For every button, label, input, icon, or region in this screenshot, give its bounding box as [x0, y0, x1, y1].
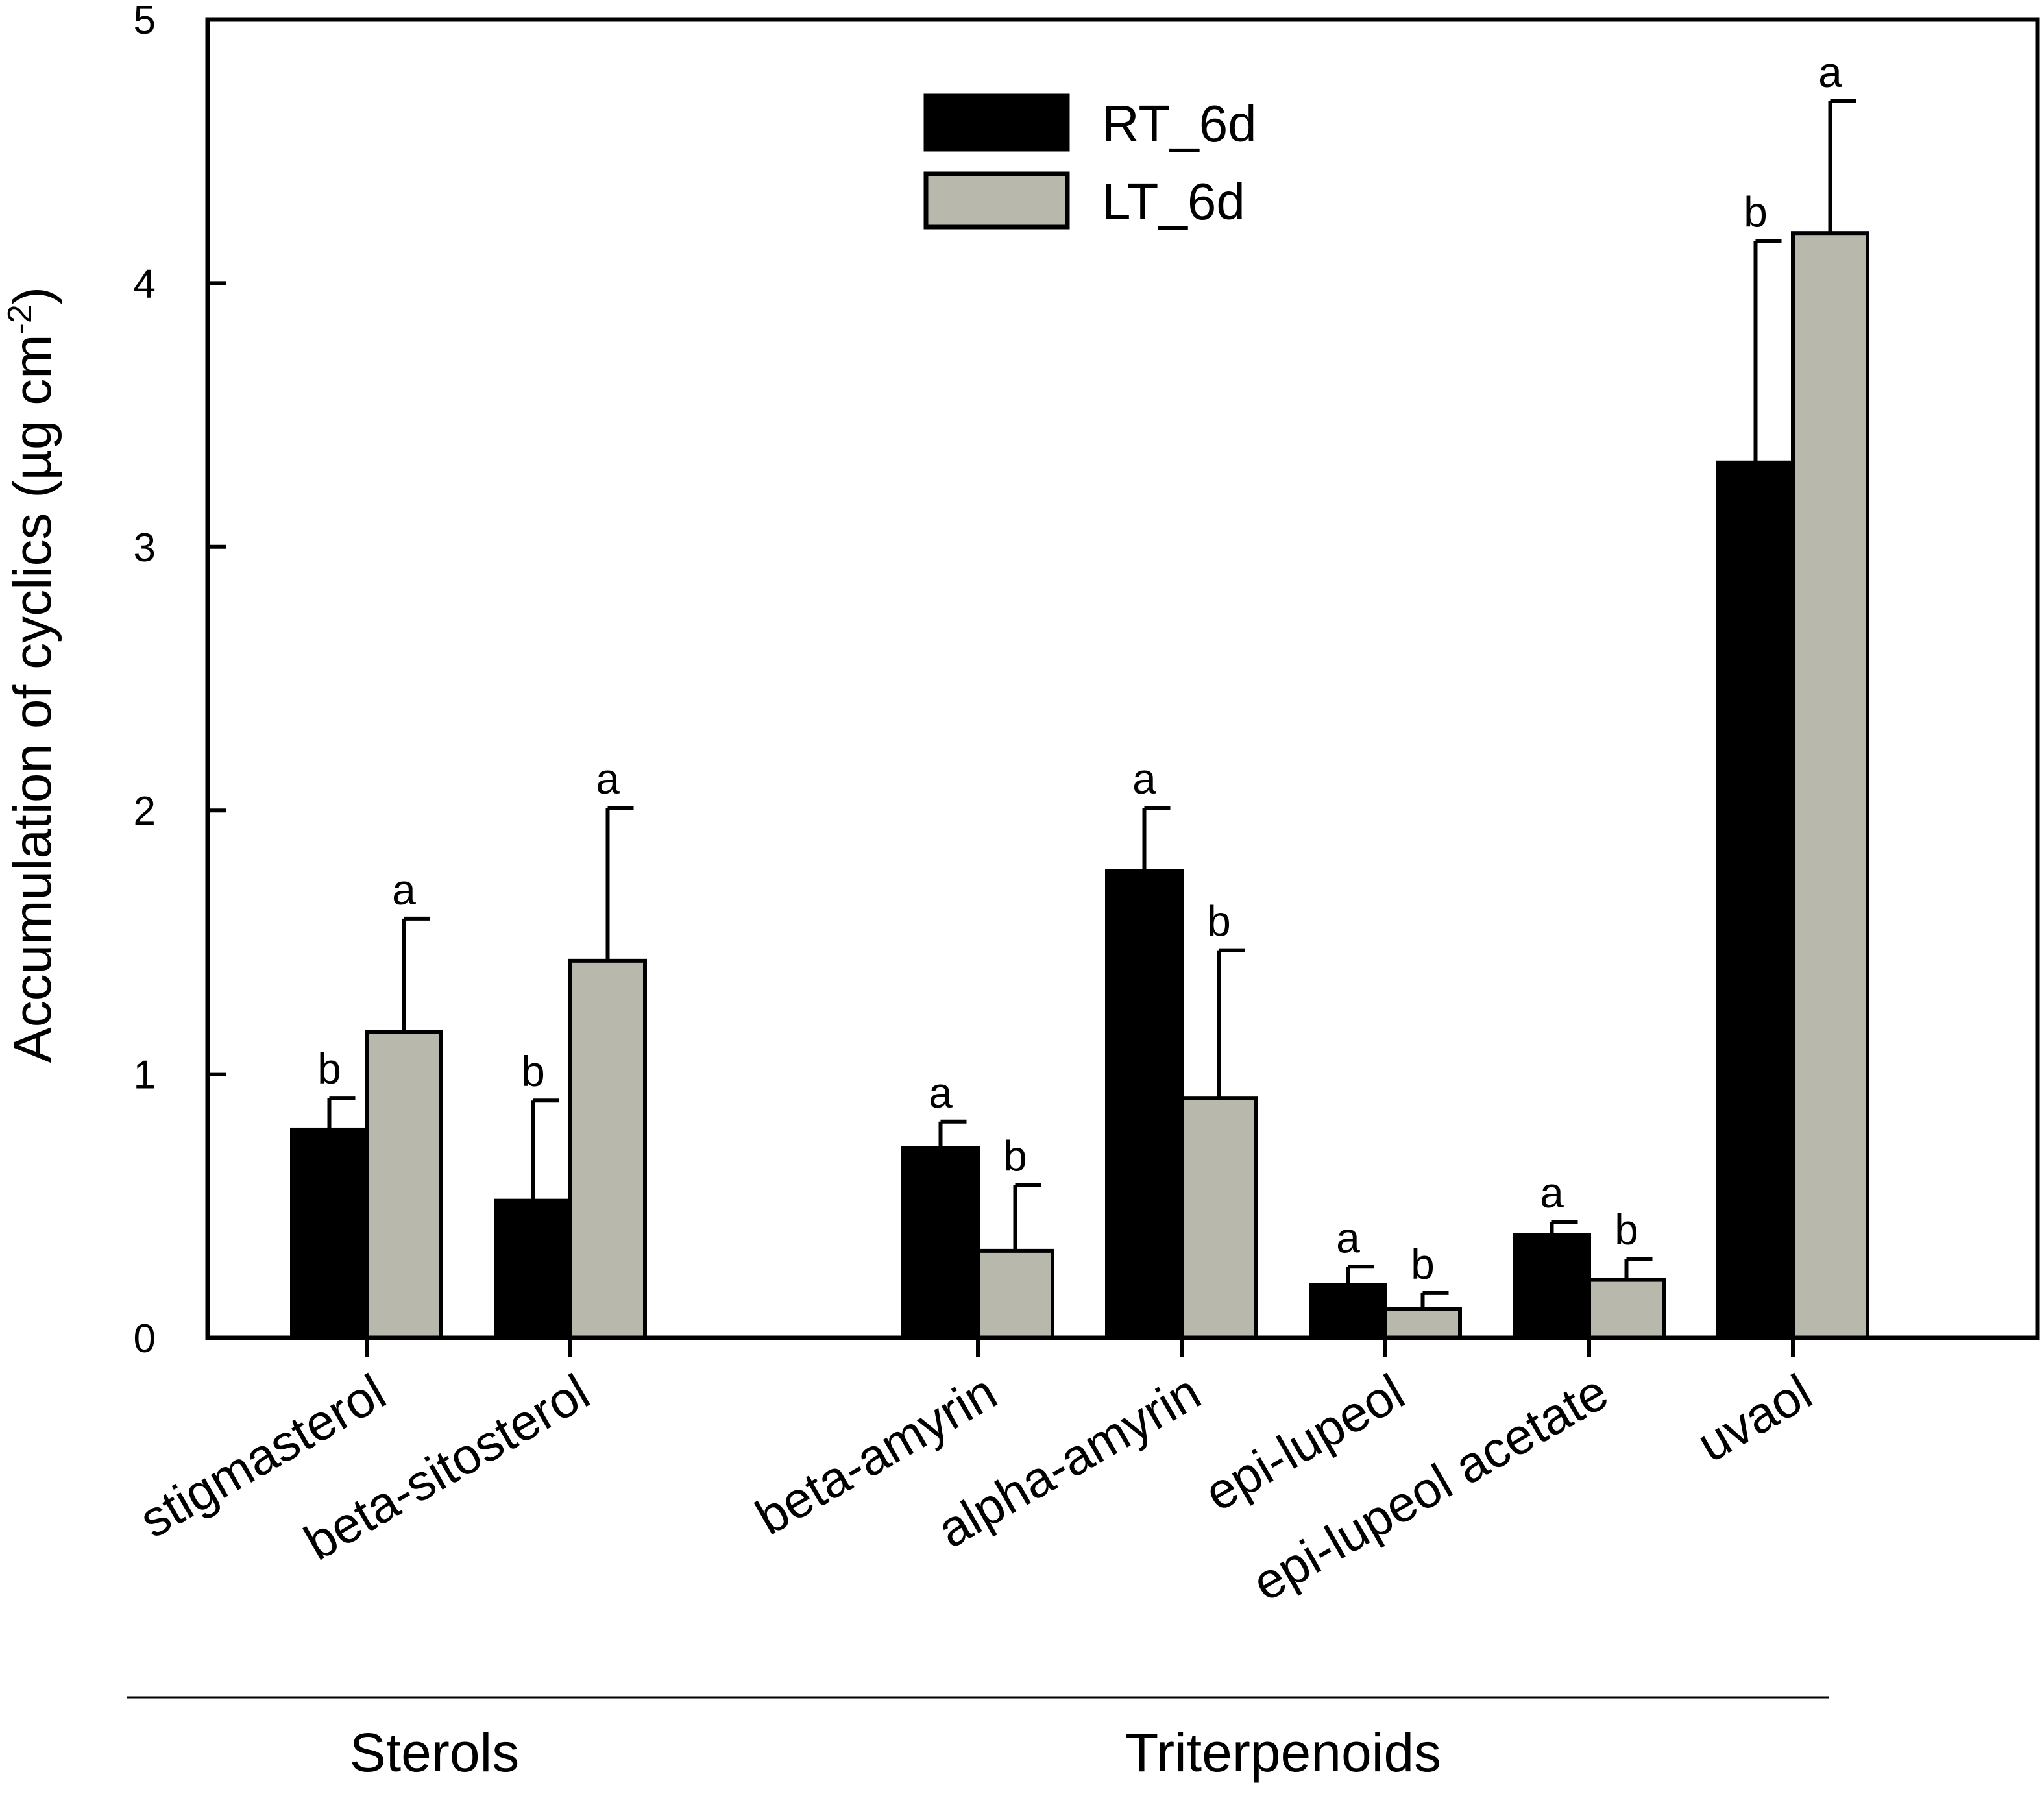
- significance-label-epi-lupeol-acetate-rt-6d: a: [1540, 1169, 1564, 1217]
- bar-uvaol-rt-6d: [1716, 460, 1795, 1340]
- y-ticks-layer: 0 1 2 3 4 5: [134, 0, 226, 1361]
- significance-label-beta-amyrin-rt-6d: a: [929, 1069, 953, 1117]
- legend-label-rt-6d: RT_6d: [1102, 95, 1257, 152]
- legend: RT_6d LT_6d: [923, 93, 1257, 230]
- group-label-sterols: Sterols: [350, 1722, 519, 1783]
- bar-alpha-amyrin-rt-6d: [1105, 869, 1184, 1340]
- y-tick-label: 3: [134, 526, 156, 570]
- error-bars-layer: [327, 99, 1856, 1309]
- bar-beta-sitosterol-rt-6d: [494, 1198, 572, 1340]
- bar-beta-amyrin-rt-6d: [901, 1146, 980, 1340]
- legend-label-lt-6d: LT_6d: [1102, 173, 1245, 230]
- significance-labels-layer: b a b a a b a b a b a b b a: [317, 48, 1842, 1288]
- y-axis-title-main: Accumulation of cyclics (µg cm: [3, 334, 62, 1063]
- legend-swatch-lt-6d: [923, 171, 1070, 230]
- bars-layer: [290, 231, 1869, 1340]
- bar-epi-lupeol-rt-6d: [1309, 1283, 1387, 1340]
- significance-label-alpha-amyrin-rt-6d: a: [1132, 755, 1156, 803]
- bar-epi-lupeol-lt-6d: [1383, 1307, 1462, 1340]
- significance-label-stigmasterol-rt-6d: b: [317, 1045, 341, 1093]
- y-axis-title: Accumulation of cyclics (µg cm-2): [1, 287, 62, 1063]
- significance-label-alpha-amyrin-lt-6d: b: [1207, 897, 1231, 945]
- significance-label-stigmasterol-lt-6d: a: [392, 866, 416, 914]
- significance-label-beta-amyrin-lt-6d: b: [1003, 1132, 1027, 1180]
- y-tick-label: 5: [134, 0, 156, 43]
- significance-label-uvaol-rt-6d: b: [1744, 188, 1768, 236]
- significance-label-epi-lupeol-rt-6d: a: [1336, 1213, 1360, 1261]
- y-tick-label: 1: [134, 1053, 156, 1098]
- significance-label-beta-sitosterol-rt-6d: b: [521, 1047, 545, 1095]
- bar-beta-amyrin-lt-6d: [976, 1248, 1054, 1340]
- y-axis-title-superscript: -2: [1, 304, 39, 334]
- significance-label-uvaol-lt-6d: a: [1818, 48, 1842, 96]
- y-tick-label: 4: [134, 261, 156, 306]
- bar-alpha-amyrin-lt-6d: [1180, 1096, 1258, 1340]
- bar-stigmasterol-lt-6d: [365, 1030, 443, 1340]
- bar-epi-lupeol-acetate-lt-6d: [1587, 1278, 1666, 1340]
- bar-stigmasterol-rt-6d: [290, 1127, 369, 1340]
- group-labels-layer: Sterols Triterpenoids: [127, 1696, 1829, 1783]
- significance-label-beta-sitosterol-lt-6d: a: [596, 755, 620, 803]
- y-tick-label: 0: [134, 1316, 156, 1361]
- legend-swatch-rt-6d: [923, 93, 1070, 152]
- plot-frame: [205, 17, 2040, 1340]
- y-tick-label: 2: [134, 789, 156, 834]
- bar-beta-sitosterol-lt-6d: [568, 958, 647, 1340]
- x-ticks-layer: [365, 1338, 1795, 1357]
- y-axis-title-suffix: ): [3, 287, 62, 304]
- bar-uvaol-lt-6d: [1791, 231, 1869, 1340]
- bar-epi-lupeol-acetate-rt-6d: [1513, 1233, 1591, 1340]
- significance-label-epi-lupeol-lt-6d: b: [1411, 1240, 1435, 1288]
- significance-label-epi-lupeol-acetate-lt-6d: b: [1614, 1206, 1638, 1254]
- group-label-triterpenoids: Triterpenoids: [1125, 1722, 1441, 1783]
